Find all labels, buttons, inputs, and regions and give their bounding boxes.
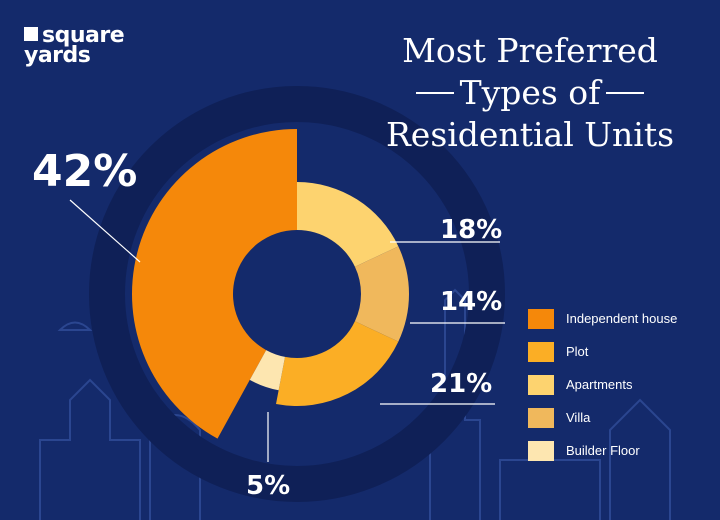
chart-title: Most Preferred Types of Residential Unit… xyxy=(370,30,690,156)
logo-line2: yards xyxy=(24,43,91,68)
leader-independent-house xyxy=(69,199,141,263)
slice-villa xyxy=(354,246,410,342)
legend-label: Apartments xyxy=(566,377,633,392)
legend-label: Independent house xyxy=(566,311,678,326)
slice-independent-house xyxy=(132,129,297,439)
label-villa: 14% xyxy=(440,287,502,317)
title-line3: Residential Units xyxy=(385,115,675,154)
title-rule-left xyxy=(415,92,454,94)
title-rule-right xyxy=(606,92,645,94)
percent-labels: 42% 21% 18% 14% 5% xyxy=(32,146,502,501)
leader-lines xyxy=(69,199,505,462)
legend-swatch xyxy=(528,341,554,362)
legend-label: Plot xyxy=(566,344,589,359)
slice-independent-house xyxy=(132,129,297,439)
legend-item: Independent house xyxy=(528,302,677,335)
title-line1: Most Preferred xyxy=(402,31,658,70)
legend-swatch xyxy=(528,407,554,428)
legend-label: Villa xyxy=(566,410,591,425)
backdrop-ring xyxy=(89,86,505,502)
legend: Independent house Plot Apartments Villa … xyxy=(528,302,677,467)
label-plot: 21% xyxy=(430,369,492,399)
legend-item: Apartments xyxy=(528,368,677,401)
legend-item: Plot xyxy=(528,335,677,368)
label-apartments: 18% xyxy=(440,215,502,245)
label-builder-floor: 5% xyxy=(246,471,290,501)
slice-apartments xyxy=(297,182,399,267)
legend-swatch xyxy=(528,308,554,329)
title-line2: Types of xyxy=(459,73,601,112)
slice-plot xyxy=(276,321,399,406)
label-independent-house: 42% xyxy=(32,146,137,197)
donut-slices xyxy=(249,182,410,406)
legend-item: Villa xyxy=(528,401,677,434)
legend-swatch xyxy=(528,440,554,461)
logo-square-icon xyxy=(24,27,38,41)
brand-logo: square yards xyxy=(24,23,125,68)
legend-item: Builder Floor xyxy=(528,434,677,467)
legend-label: Builder Floor xyxy=(566,443,640,458)
legend-swatch xyxy=(528,374,554,395)
slice-builder-floor xyxy=(249,350,286,391)
logo-line1: square xyxy=(42,23,125,48)
